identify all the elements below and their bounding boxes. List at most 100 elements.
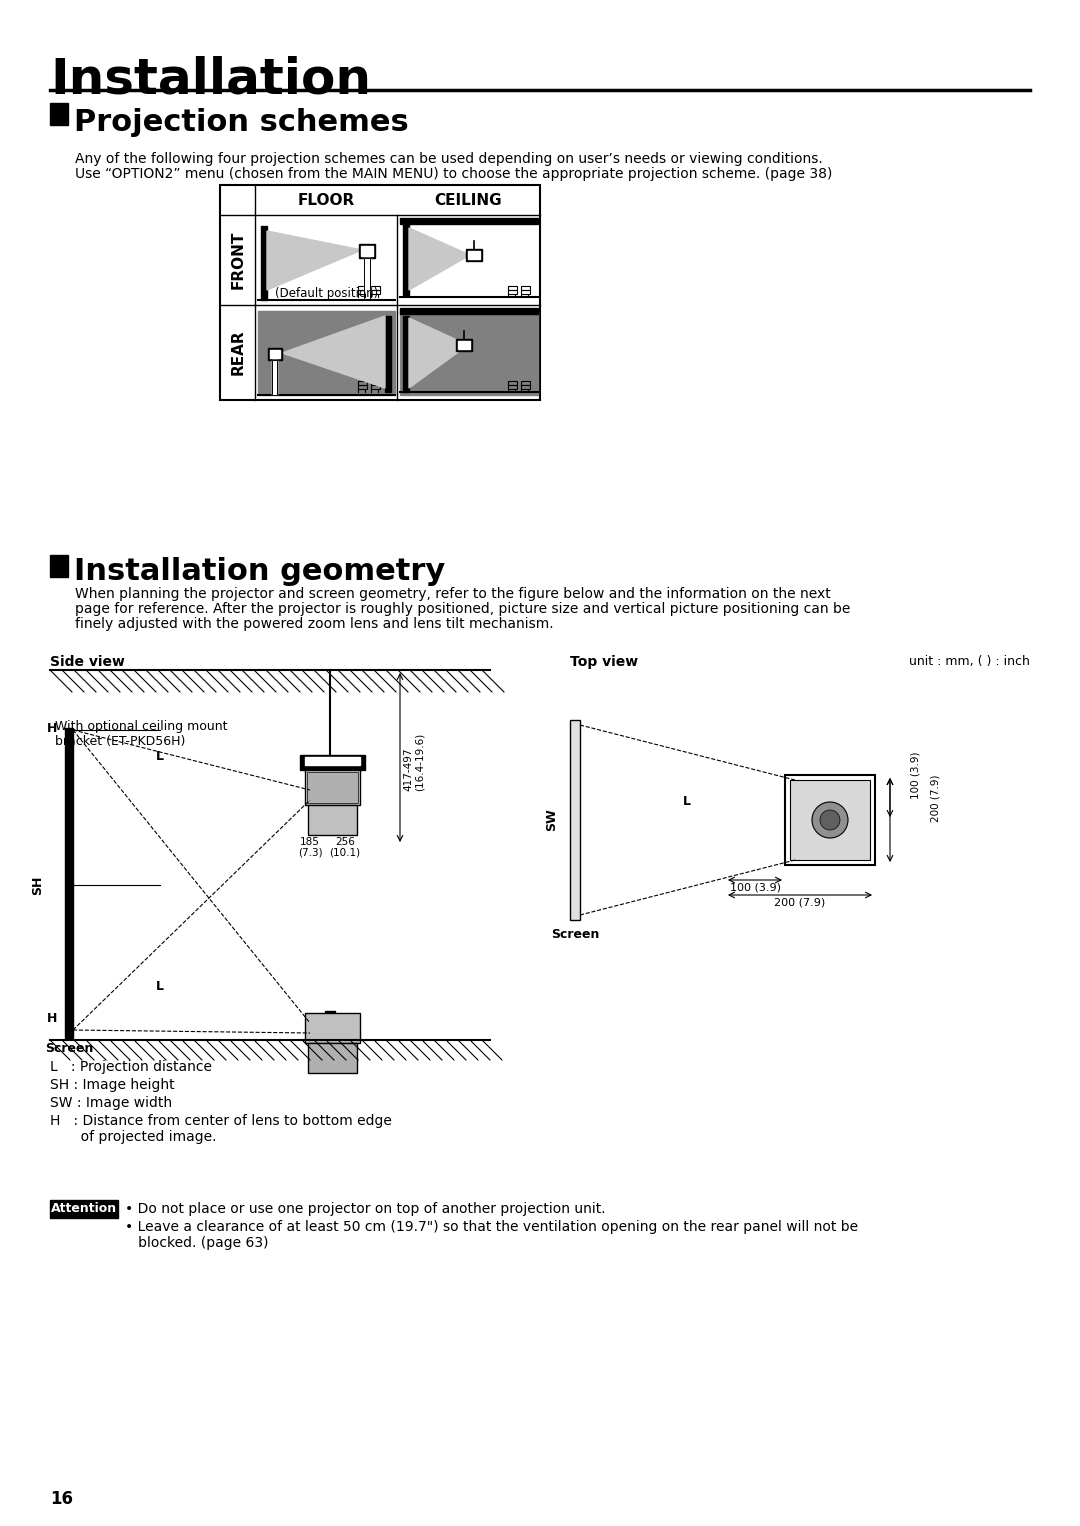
Text: 100 (3.9): 100 (3.9) xyxy=(729,882,781,893)
Bar xyxy=(785,775,875,865)
Circle shape xyxy=(820,810,840,830)
Bar xyxy=(357,385,367,389)
Text: • Leave a clearance of at least 50 cm (19.7") so that the ventilation opening on: • Leave a clearance of at least 50 cm (1… xyxy=(125,1219,859,1235)
Bar xyxy=(508,285,517,290)
Text: 16: 16 xyxy=(50,1489,73,1508)
Text: CEILING: CEILING xyxy=(434,192,502,208)
Text: Installation geometry: Installation geometry xyxy=(75,557,445,586)
Bar xyxy=(508,290,517,295)
Text: L: L xyxy=(683,795,691,807)
Bar xyxy=(364,258,370,301)
Text: L: L xyxy=(156,749,164,763)
Text: Attention: Attention xyxy=(51,1202,117,1215)
Bar xyxy=(400,308,538,314)
Bar xyxy=(456,339,472,351)
Polygon shape xyxy=(409,227,470,290)
Bar xyxy=(305,757,360,765)
Bar xyxy=(50,1199,118,1218)
Bar xyxy=(361,246,373,256)
Bar xyxy=(300,755,365,771)
Bar xyxy=(258,311,395,395)
Bar xyxy=(305,1013,360,1042)
Bar xyxy=(50,670,490,691)
Text: 200 (7.9): 200 (7.9) xyxy=(774,897,825,906)
Text: Any of the following four projection schemes can be used depending on user’s nee: Any of the following four projection sch… xyxy=(75,153,823,166)
Bar xyxy=(305,771,360,806)
Text: L   : Projection distance: L : Projection distance xyxy=(50,1061,212,1074)
Polygon shape xyxy=(282,316,384,388)
Text: (10.1): (10.1) xyxy=(329,847,361,858)
Text: L: L xyxy=(156,980,164,993)
Text: Top view: Top view xyxy=(570,655,638,668)
Text: SW: SW xyxy=(545,809,558,832)
Bar xyxy=(403,316,409,392)
Bar xyxy=(357,285,367,290)
Bar xyxy=(50,102,68,125)
Text: Screen: Screen xyxy=(551,928,599,942)
Bar xyxy=(403,221,409,295)
Bar xyxy=(508,385,517,389)
Bar xyxy=(308,806,357,835)
Bar xyxy=(307,772,357,803)
Bar xyxy=(220,185,540,400)
Text: 417-497
(16.4-19.6): 417-497 (16.4-19.6) xyxy=(403,732,424,790)
Text: REAR: REAR xyxy=(230,330,245,375)
Text: When planning the projector and screen geometry, refer to the figure below and t: When planning the projector and screen g… xyxy=(75,588,831,601)
Text: Screen: Screen xyxy=(44,1042,93,1054)
Bar xyxy=(359,244,375,258)
Bar xyxy=(508,382,517,385)
Bar xyxy=(261,226,267,301)
Text: SH: SH xyxy=(31,876,44,894)
Text: Side view: Side view xyxy=(50,655,125,668)
Bar xyxy=(468,250,480,259)
Text: Projection schemes: Projection schemes xyxy=(75,108,408,137)
Text: FLOOR: FLOOR xyxy=(297,192,354,208)
Polygon shape xyxy=(267,230,362,290)
Bar xyxy=(50,555,68,577)
Bar xyxy=(372,385,380,389)
Text: 100 (3.9): 100 (3.9) xyxy=(910,751,920,800)
Text: page for reference. After the projector is roughly positioned, picture size and : page for reference. After the projector … xyxy=(75,601,850,617)
Text: blocked. (page 63): blocked. (page 63) xyxy=(125,1236,269,1250)
Text: Installation: Installation xyxy=(50,55,372,102)
Bar xyxy=(465,249,482,261)
Bar xyxy=(384,316,391,392)
Text: (Default position): (Default position) xyxy=(275,287,378,301)
Bar xyxy=(325,1012,335,1022)
Text: H: H xyxy=(46,722,57,736)
Bar xyxy=(65,728,73,1038)
Bar xyxy=(268,348,282,360)
Text: unit : mm, ( ) : inch: unit : mm, ( ) : inch xyxy=(909,655,1030,668)
Bar xyxy=(372,285,380,290)
Bar xyxy=(270,349,280,359)
Bar xyxy=(308,1042,357,1073)
Bar xyxy=(400,311,538,395)
Text: FRONT: FRONT xyxy=(230,230,245,290)
Bar xyxy=(357,382,367,385)
Polygon shape xyxy=(409,317,468,388)
Text: SW : Image width: SW : Image width xyxy=(50,1096,172,1109)
Text: Use “OPTION2” menu (chosen from the MAIN MENU) to choose the appropriate project: Use “OPTION2” menu (chosen from the MAIN… xyxy=(75,166,833,182)
Bar xyxy=(521,290,530,295)
Text: 200 (7.9): 200 (7.9) xyxy=(930,775,940,823)
Bar xyxy=(272,360,276,395)
Bar xyxy=(272,360,276,395)
Bar xyxy=(458,340,470,349)
Text: H   : Distance from center of lens to bottom edge: H : Distance from center of lens to bott… xyxy=(50,1114,392,1128)
Bar xyxy=(570,720,580,920)
Bar xyxy=(364,258,370,301)
Text: 185: 185 xyxy=(300,836,320,847)
Text: finely adjusted with the powered zoom lens and lens tilt mechanism.: finely adjusted with the powered zoom le… xyxy=(75,617,554,630)
Bar xyxy=(521,382,530,385)
Text: 256: 256 xyxy=(335,836,355,847)
Bar xyxy=(521,385,530,389)
Bar xyxy=(400,218,538,224)
Bar xyxy=(789,780,870,861)
Text: (7.3): (7.3) xyxy=(298,847,322,858)
Bar xyxy=(372,382,380,385)
Bar xyxy=(521,285,530,290)
Text: With optional ceiling mount
bracket (ET-PKD56H): With optional ceiling mount bracket (ET-… xyxy=(55,720,228,748)
Text: of projected image.: of projected image. xyxy=(50,1129,216,1144)
Bar xyxy=(357,290,367,295)
Bar xyxy=(372,290,380,295)
